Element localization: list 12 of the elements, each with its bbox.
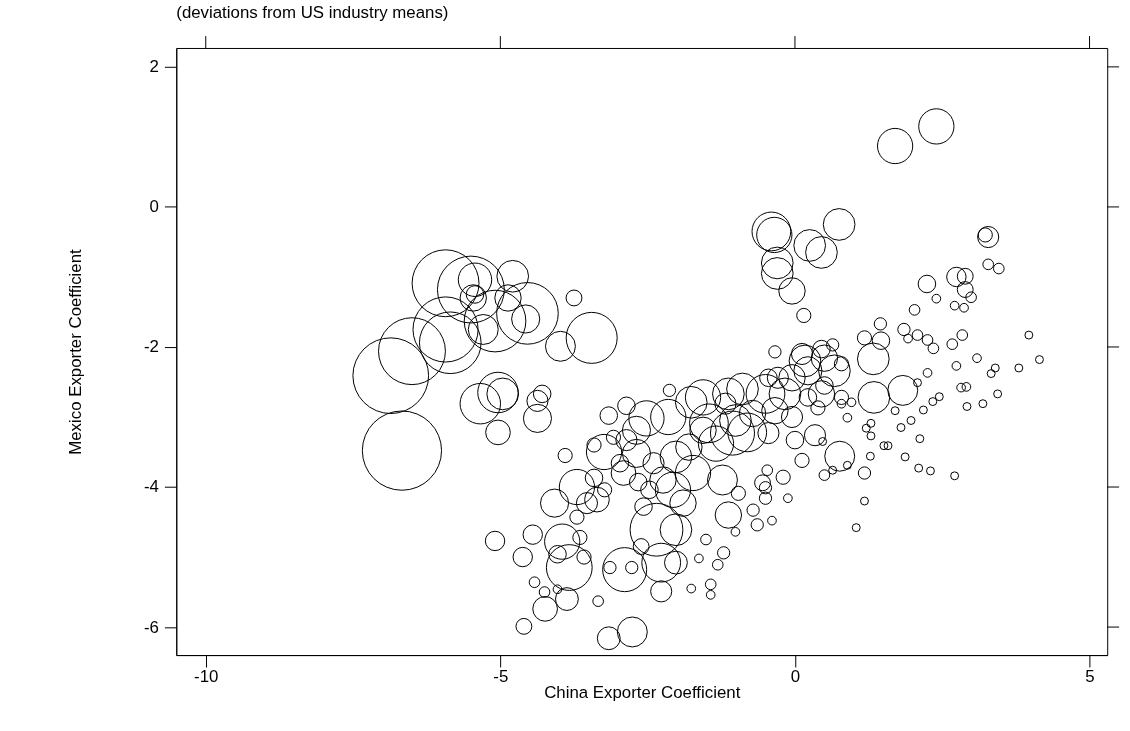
y-axis-title: Mexico Exporter Coefficient: [65, 248, 85, 455]
chart-title: (deviations from US industry means): [176, 2, 449, 22]
y-tick-label: -2: [143, 337, 159, 357]
y-tick-label: 0: [149, 197, 159, 217]
x-tick-label: -10: [194, 667, 219, 687]
x-tick-label: -5: [493, 667, 509, 687]
x-tick-label: 5: [1085, 667, 1095, 687]
x-axis-title: China Exporter Coefficient: [544, 683, 741, 703]
y-tick-label: -4: [143, 477, 159, 497]
y-tick-label: -6: [143, 617, 159, 637]
x-tick-label: 0: [790, 667, 801, 687]
y-tick-label: 2: [149, 57, 159, 77]
